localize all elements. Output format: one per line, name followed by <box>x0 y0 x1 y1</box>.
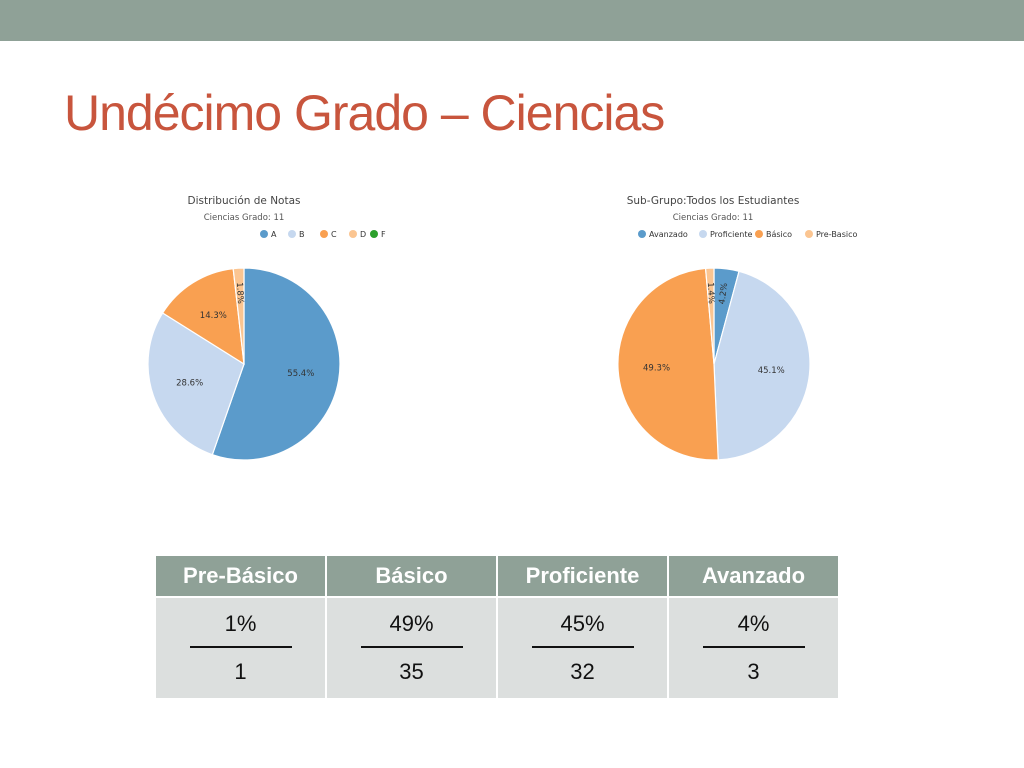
legend-item-b[interactable]: B <box>288 230 305 239</box>
slice-label-pre-basico: 1.4% <box>705 282 716 304</box>
slice-label-a: 55.4% <box>287 369 314 379</box>
slice-label-basico: 49.3% <box>643 363 670 373</box>
pie-slice-proficiente[interactable] <box>713 270 811 461</box>
fraction-divider <box>531 646 634 648</box>
table-header-row: Pre-Básico Básico Proficiente Avanzado <box>154 554 840 598</box>
legend-label: Proficiente <box>710 230 752 239</box>
slice-label-d: 1.8% <box>234 282 245 304</box>
pie-slice-pre-basico[interactable] <box>704 267 715 365</box>
header-avanzado: Avanzado <box>667 554 840 598</box>
legend-label: C <box>331 230 337 239</box>
header-pre-basico: Pre-Básico <box>154 554 327 598</box>
legend-swatch <box>288 230 296 238</box>
count-value: 32 <box>570 659 595 684</box>
legend-swatch <box>755 230 763 238</box>
fraction-divider <box>189 646 292 648</box>
chart-subtitle: Ciencias Grado: 11 <box>673 213 754 223</box>
legend-item-basico[interactable]: Básico <box>755 230 792 239</box>
legend-swatch <box>805 230 813 238</box>
legend-swatch <box>349 230 357 238</box>
legend-item-a[interactable]: A <box>260 230 277 239</box>
header-basico: Básico <box>325 554 498 598</box>
legend-item-pre-basico[interactable]: Pre-Basico <box>805 230 858 239</box>
percent-value: 45% <box>560 611 605 636</box>
legend-label: D <box>360 230 366 239</box>
legend-item-f[interactable]: F <box>370 230 386 239</box>
legend-item-d[interactable]: D <box>349 230 366 239</box>
chart-subtitle: Ciencias Grado: 11 <box>204 213 285 223</box>
fraction-divider <box>702 646 805 648</box>
legend-label: F <box>381 230 386 239</box>
count-value: 3 <box>747 659 760 684</box>
legend-label: Básico <box>766 230 792 239</box>
performance-table: Pre-Básico Básico Proficiente Avanzado 1… <box>154 554 840 700</box>
percent-value: 49% <box>389 611 434 636</box>
slice-label-c: 14.3% <box>200 311 227 321</box>
cell-basico: 49% 35 <box>325 596 498 700</box>
pie-slice-d[interactable] <box>232 267 245 365</box>
slide-title: Undécimo Grado – Ciencias <box>64 85 665 141</box>
legend-swatch <box>638 230 646 238</box>
percent-value: 4% <box>737 611 770 636</box>
legend-item-avanzado[interactable]: Avanzado <box>638 230 688 239</box>
pie-slice-basico[interactable] <box>617 267 719 461</box>
legend-label: A <box>271 230 277 239</box>
top-accent-bar <box>0 0 1024 41</box>
legend-swatch <box>699 230 707 238</box>
chart-title: Distribución de Notas <box>187 195 300 207</box>
legend-label: Pre-Basico <box>816 230 858 239</box>
header-proficiente: Proficiente <box>496 554 669 598</box>
slice-label-b: 28.6% <box>176 379 203 389</box>
cell-pre-basico: 1% 1 <box>154 596 327 700</box>
slice-label-proficiente: 45.1% <box>758 366 785 376</box>
legend-label: B <box>299 230 305 239</box>
subgroup-chart: Sub-Grupo:Todos los Estudiantes Ciencias … <box>617 195 858 461</box>
legend-swatch <box>320 230 328 238</box>
grade-distribution-chart: Distribución de Notas Ciencias Grado: 11 A… <box>147 195 386 461</box>
fraction-divider <box>360 646 463 648</box>
legend-item-proficiente[interactable]: Proficiente <box>699 230 752 239</box>
cell-avanzado: 4% 3 <box>667 596 840 700</box>
pie-slice-b[interactable] <box>147 312 245 456</box>
legend-swatch <box>260 230 268 238</box>
count-value: 1 <box>234 659 247 684</box>
legend-item-c[interactable]: C <box>320 230 337 239</box>
table-row: 1% 1 49% 35 45% 32 4% 3 <box>154 596 840 700</box>
count-value: 35 <box>399 659 424 684</box>
pie-slice-c[interactable] <box>161 267 245 366</box>
percent-value: 1% <box>224 611 257 636</box>
cell-proficiente: 45% 32 <box>496 596 669 700</box>
legend-swatch <box>370 230 378 238</box>
slice-label-avanzado: 4.2% <box>717 282 730 305</box>
chart-title: Sub-Grupo:Todos los Estudiantes <box>627 195 800 207</box>
legend-label: Avanzado <box>649 230 688 239</box>
